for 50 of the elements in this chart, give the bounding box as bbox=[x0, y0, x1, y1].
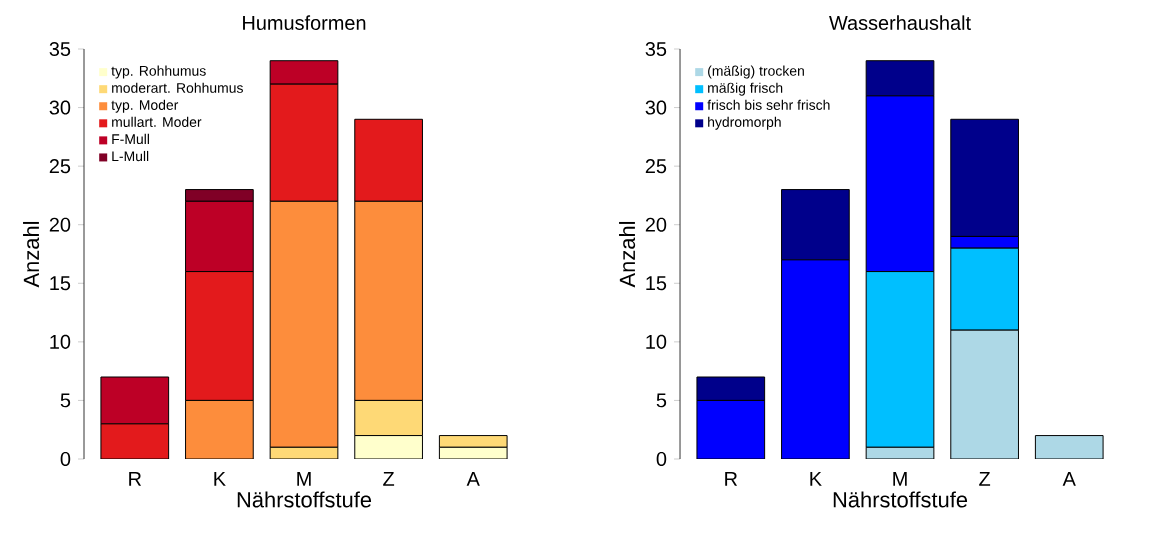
y-tick-label: 10 bbox=[50, 334, 71, 349]
bar bbox=[100, 423, 170, 459]
y-axis-title: Anzahl bbox=[619, 221, 636, 288]
chart-title: Humusformen bbox=[243, 15, 366, 30]
x-axis-title: Nährstoffstufe bbox=[833, 491, 968, 508]
y-tick-label: 35 bbox=[49, 41, 71, 57]
x-tick-label: Z bbox=[979, 472, 991, 486]
y-tick-label: 35 bbox=[645, 41, 667, 57]
y-tick-label: 25 bbox=[645, 159, 667, 174]
legend-label: mäßig frisch bbox=[708, 82, 783, 96]
bar bbox=[950, 329, 1019, 459]
legend-label: (mäßig) trocken bbox=[708, 65, 804, 79]
chart-title: Wasserhaushalt bbox=[829, 15, 971, 30]
bar bbox=[1034, 435, 1104, 459]
y-tick-label: 15 bbox=[50, 276, 71, 291]
legend-label: moderart. Rohhumus bbox=[112, 82, 243, 93]
legend-label: frisch bis sehr frisch bbox=[707, 99, 830, 110]
x-tick-label: R bbox=[725, 472, 738, 486]
y-tick-label: 20 bbox=[645, 217, 667, 232]
y-tick-label: 5 bbox=[656, 393, 667, 408]
legend-label: typ. Moder bbox=[111, 99, 179, 113]
x-tick-label: M bbox=[297, 472, 311, 486]
y-tick-label: 15 bbox=[646, 276, 667, 291]
y-tick-label: 0 bbox=[656, 451, 667, 467]
y-tick-label: 20 bbox=[49, 217, 71, 232]
x-tick-label: R bbox=[129, 472, 142, 486]
bar bbox=[438, 435, 508, 448]
legend-label: L-Mull bbox=[112, 150, 149, 162]
y-tick-label: 25 bbox=[49, 159, 71, 174]
legend-label: typ. Rohhumus bbox=[111, 65, 206, 79]
x-tick-label: A bbox=[1062, 472, 1076, 486]
bar bbox=[354, 399, 423, 437]
x-tick-label: A bbox=[466, 472, 480, 486]
bar bbox=[185, 271, 254, 401]
x-tick-label: Z bbox=[383, 472, 395, 486]
legend-label: F-Mull bbox=[112, 133, 149, 145]
bar bbox=[354, 118, 423, 202]
y-tick-label: 30 bbox=[49, 100, 71, 115]
x-tick-label: K bbox=[810, 472, 822, 486]
x-tick-label: K bbox=[214, 472, 226, 486]
x-tick-label: M bbox=[893, 472, 907, 486]
y-tick-label: 10 bbox=[646, 334, 667, 349]
y-tick-label: 0 bbox=[60, 451, 71, 467]
y-axis-title: Anzahl bbox=[23, 221, 40, 288]
legend-label: hydromorph bbox=[708, 116, 781, 130]
y-tick-label: 5 bbox=[60, 393, 71, 408]
legend-label: mullart. Moder bbox=[112, 116, 202, 127]
x-axis-title: Nährstoffstufe bbox=[237, 491, 372, 508]
y-tick-label: 30 bbox=[645, 100, 667, 115]
bar bbox=[269, 83, 339, 202]
